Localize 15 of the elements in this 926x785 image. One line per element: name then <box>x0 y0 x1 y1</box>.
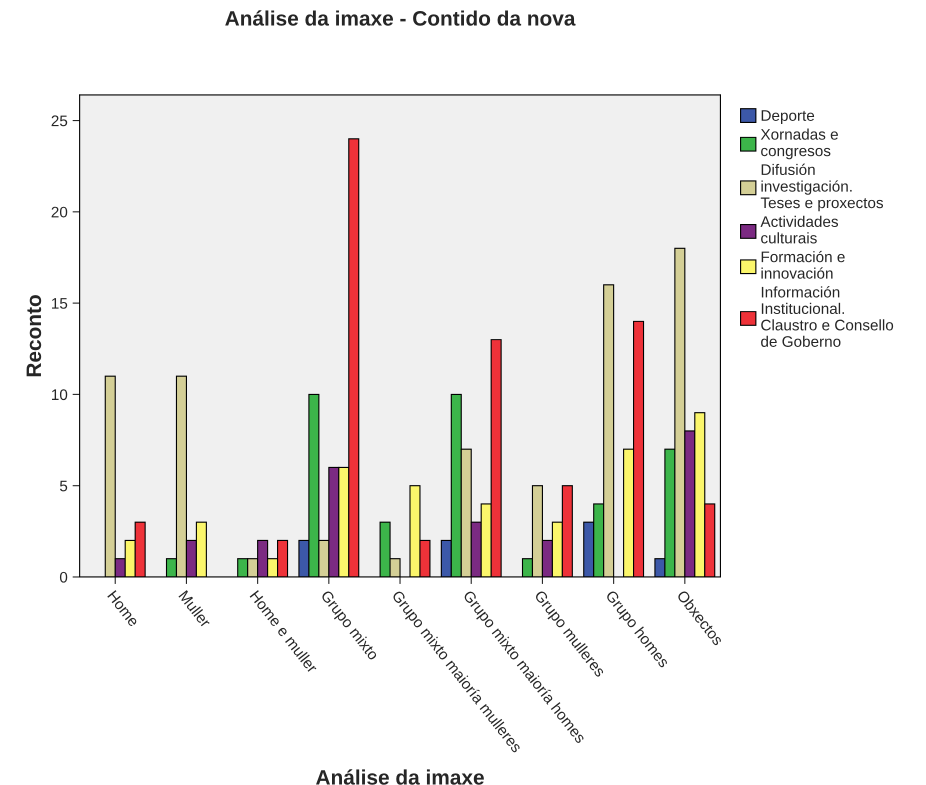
x-axis-title: Análise da imaxe <box>316 769 484 785</box>
legend-label: Xornadas e congresos <box>760 128 838 160</box>
y-tick-label: 5 <box>60 480 68 492</box>
y-tick-label: 15 <box>52 298 68 309</box>
legend-label: Difusión investigación. Teses e proxectos <box>760 164 884 212</box>
legend-label: Información Institucional. Claustro e Consello de Goberno <box>761 286 894 347</box>
y-tick-label: 10 <box>52 389 68 400</box>
chart-title: Análise da imaxe - Contido da nova <box>225 10 576 26</box>
y-tick-label: 0 <box>60 572 68 583</box>
legend-label: Deporte <box>762 110 814 124</box>
legend-label: Actividades culturais <box>760 216 838 244</box>
y-axis-title: Reconto <box>26 295 42 376</box>
y-tick-label: 20 <box>52 206 68 218</box>
legend-label: Formación e innovación <box>761 250 845 279</box>
y-tick-label: 25 <box>52 115 68 126</box>
